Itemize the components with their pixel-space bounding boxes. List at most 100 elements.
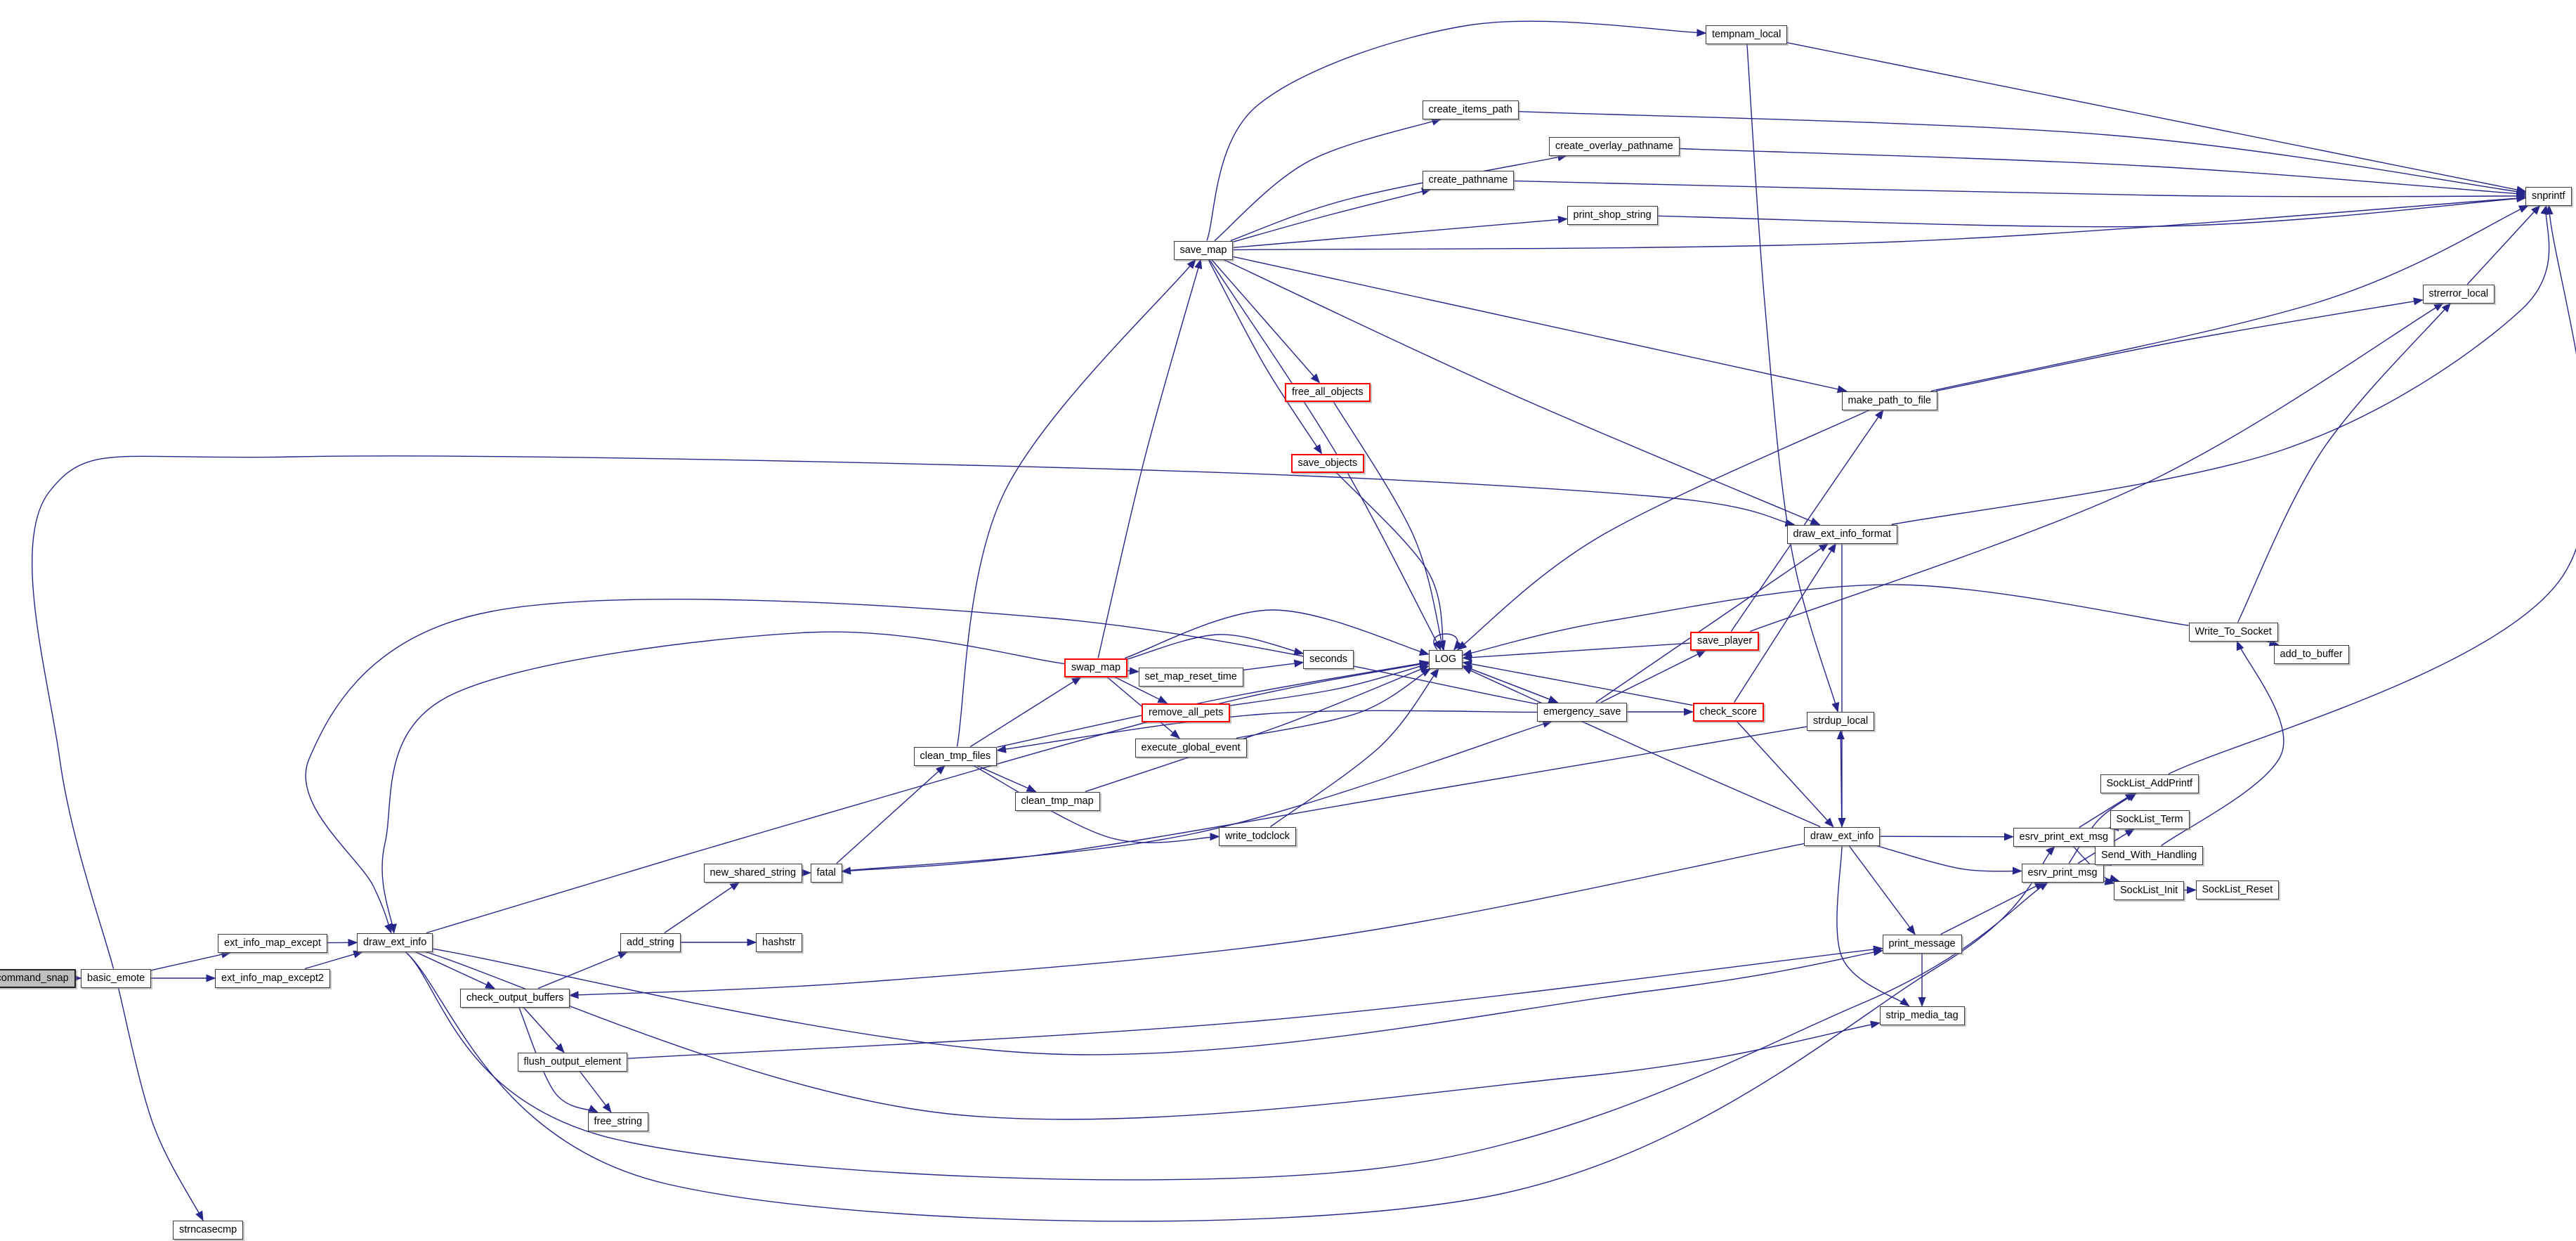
node-draw_ext_info_R[interactable]: draw_ext_info [1804,826,1881,846]
node-esrv_print_msg[interactable]: esrv_print_msg [2021,863,2104,883]
node-strdup_local[interactable]: strdup_local [1807,711,1875,731]
node-strerror_local[interactable]: strerror_local [2422,284,2495,304]
node-SockList_Reset[interactable]: SockList_Reset [2195,880,2280,899]
edge-emergency_save-to-save_player [1600,649,1707,703]
edge-check_output_buffers-to-flush_output_element [523,1007,565,1053]
node-clean_tmp_map[interactable]: clean_tmp_map [1014,791,1100,811]
node-free_all_objects[interactable]: free_all_objects [1285,382,1371,402]
node-remove_all_pets[interactable]: remove_all_pets [1142,703,1231,722]
edge-save_objects-to-LOG [1335,472,1446,651]
node-clean_tmp_files[interactable]: clean_tmp_files [913,746,998,766]
edge-clean_tmp_map-to-LOG [1085,665,1430,793]
edge-draw_ext_info_R-to-strdup_local [1836,729,1845,827]
edge-create_pathname-to-snprintf [1514,180,2527,200]
node-add_to_buffer[interactable]: add_to_buffer [2273,644,2349,664]
edge-Write_To_Socket-to-add_to_buffer [2266,638,2280,647]
edge-save_map-to-snprintf [1233,194,2527,251]
edge-Write_To_Socket-to-strerror_local [2237,302,2452,623]
node-swap_map[interactable]: swap_map [1064,658,1128,677]
node-print_message[interactable]: print_message [1882,934,1962,954]
node-LOG[interactable]: LOG [1428,649,1463,669]
edge-strdup_local-to-fatal [841,726,1807,875]
node-esrv_print_ext_msg[interactable]: esrv_print_ext_msg [2013,827,2115,847]
edge-save_map-to-create_overlay_pathname [1230,153,1568,242]
edge-swap_map-to-save_map [1097,259,1203,658]
edge-fatal-to-emergency_save [842,720,1553,872]
node-seconds[interactable]: seconds [1303,649,1354,669]
edge-remove_all_pets-to-LOG [1229,662,1430,706]
edge-flush_output_element-to-free_string [579,1071,612,1113]
node-draw_ext_info_format[interactable]: draw_ext_info_format [1786,524,1897,544]
node-draw_ext_info_L[interactable]: draw_ext_info [357,933,433,952]
node-strip_media_tag[interactable]: strip_media_tag [1879,1006,1965,1025]
node-execute_global_event[interactable]: execute_global_event [1135,738,1247,758]
edge-swap_map-to-seconds [1127,634,1305,660]
node-SockList_AddPrintf[interactable]: SockList_AddPrintf [2100,774,2199,793]
edge-swap_map-to-LOG [1124,609,1430,659]
node-strncasecmp[interactable]: strncasecmp [173,1220,244,1240]
node-set_map_reset_time[interactable]: set_map_reset_time [1138,667,1243,687]
node-save_map[interactable]: save_map [1173,240,1234,260]
node-free_string[interactable]: free_string [587,1112,649,1131]
node-emergency_save[interactable]: emergency_save [1537,702,1628,722]
edge-check_score-to-draw_ext_info_format [1734,542,1837,703]
node-ext_info_map_except2[interactable]: ext_info_map_except2 [215,968,330,988]
edge-fatal-to-clean_tmp_files [836,765,946,864]
edge-draw_ext_info_R-to-esrv_print_msg [1876,845,2022,875]
edge-clean_tmp_files-to-clean_tmp_map [976,765,1037,793]
edge-draw_ext_info_R-to-print_message [1848,845,1916,935]
node-make_path_to_file[interactable]: make_path_to_file [1841,391,1937,410]
node-snprintf[interactable]: snprintf [2525,186,2572,206]
node-save_player[interactable]: save_player [1690,631,1760,651]
node-write_todclock[interactable]: write_todclock [1219,826,1296,846]
node-Write_To_Socket[interactable]: Write_To_Socket [2188,622,2278,642]
edge-save_map-to-draw_ext_info_format [1223,259,1821,526]
edge-tempnam_local-to-strdup_local [1746,44,1840,713]
edge-save_map-to-make_path_to_file [1233,256,1848,394]
node-SockList_Init[interactable]: SockList_Init [2114,881,2185,900]
node-flush_output_element[interactable]: flush_output_element [517,1052,628,1072]
node-tempnam_local[interactable]: tempnam_local [1706,25,1788,44]
node-check_output_buffers[interactable]: check_output_buffers [460,988,570,1008]
edge-strerror_local-to-snprintf [2466,204,2541,285]
edge-check_output_buffers-to-free_string [518,1007,599,1113]
node-basic_emote[interactable]: basic_emote [81,968,152,988]
edge-print_shop_string-to-snprintf [1657,194,2527,228]
node-add_string[interactable]: add_string [620,933,681,952]
edge-add_string-to-new_shared_string [664,881,740,934]
edge-basic_emote-to-ext_info_map_except [150,950,232,971]
node-create_pathname[interactable]: create_pathname [1422,170,1515,190]
node-print_shop_string[interactable]: print_shop_string [1567,205,1658,225]
edge-draw_ext_info_L-to-print_message [432,948,1883,1055]
node-Send_With_Handling[interactable]: Send_With_Handling [2095,845,2204,865]
edge-basic_emote-to-draw_ext_info_format [31,455,1796,969]
node-hashstr[interactable]: hashstr [756,933,802,952]
node-create_overlay_pathname[interactable]: create_overlay_pathname [1549,136,1680,156]
node-fatal[interactable]: fatal [810,863,842,883]
edge-save_map-to-print_shop_string [1233,215,1568,248]
node-check_score[interactable]: check_score [1692,702,1764,722]
edge-clean_tmp_files-to-save_map [956,259,1196,747]
edge-save_map-to-create_pathname [1233,188,1432,242]
edge-free_all_objects-to-LOG [1333,401,1445,651]
edge-write_todclock-to-LOG [1270,668,1439,828]
edge-draw_ext_info_R-to-strip_media_tag [1836,845,1910,1007]
node-SockList_Term[interactable]: SockList_Term [2110,810,2190,829]
node-create_items_path[interactable]: create_items_path [1422,100,1519,119]
node-ext_info_map_except[interactable]: ext_info_map_except [218,933,327,953]
node-command_snap[interactable]: command_snap [0,968,76,988]
node-new_shared_string[interactable]: new_shared_string [703,863,803,883]
edge-save_player-to-strerror_local [1749,302,2444,632]
edge-esrv_print_msg-to-SockList_AddPrintf [2068,792,2138,864]
edge-execute_global_event-to-LOG [1236,668,1432,739]
edge-save_player-to-LOG [1462,642,1691,662]
edge-draw_ext_info_L-to-LOG [426,660,1430,934]
edge-draw_ext_info_R-to-esrv_print_ext_msg [1879,833,2014,841]
edge-save_map-to-save_objects [1208,259,1323,455]
edge-draw_ext_info_R-to-check_output_buffers [568,843,1805,999]
node-save_objects[interactable]: save_objects [1290,453,1365,473]
edge-swap_map-to-draw_ext_info_L [381,631,1065,934]
